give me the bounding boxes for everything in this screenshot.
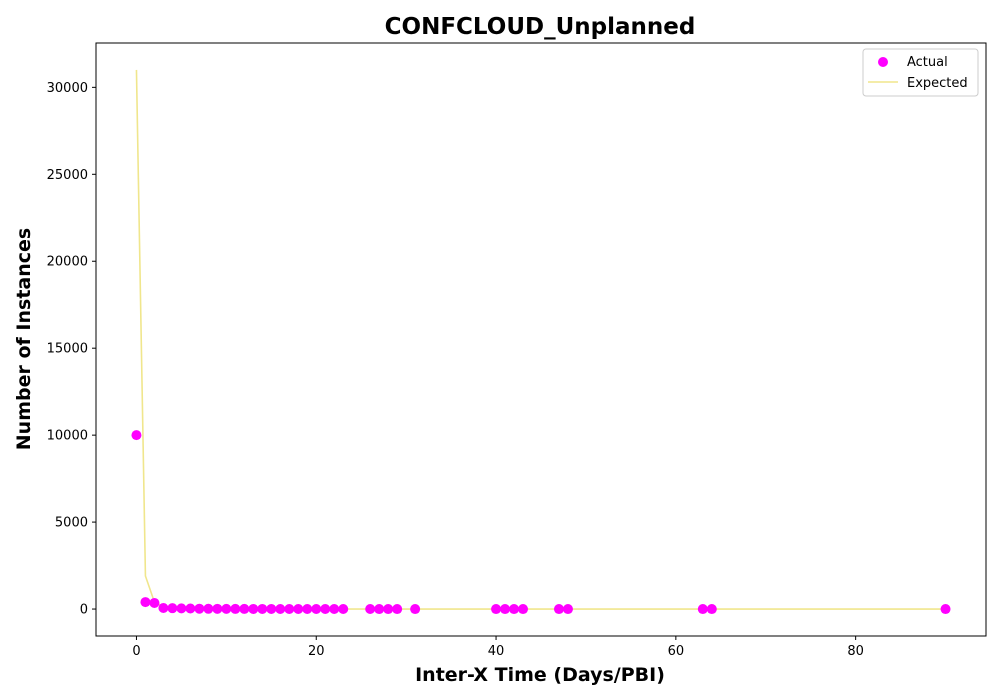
- y-tick-label: 0: [80, 603, 88, 618]
- actual-point: [500, 604, 511, 615]
- actual-point: [158, 603, 169, 613]
- actual-point: [203, 603, 214, 614]
- actual-point: [311, 603, 322, 614]
- actual-point: [176, 603, 187, 614]
- x-tick-label: 40: [488, 644, 505, 659]
- y-tick-label: 5000: [55, 516, 88, 531]
- actual-point: [248, 603, 259, 614]
- actual-point: [706, 604, 717, 615]
- legend-box: [862, 48, 979, 97]
- x-tick-label: 20: [308, 644, 325, 659]
- axis-ticks: 0 20 40 60 80 0 5000 10000 15000 20000 25000 30000: [47, 81, 864, 659]
- actual-point: [940, 604, 951, 615]
- actual-point: [257, 603, 268, 614]
- chart-title: CONFCLOUD_Unplanned: [385, 14, 696, 40]
- x-tick-label: 80: [847, 644, 864, 659]
- legend-label-expected: Expected: [907, 76, 968, 91]
- actual-point: [410, 604, 421, 615]
- actual-point: [509, 604, 520, 615]
- actual-point: [562, 604, 573, 615]
- actual-point: [239, 603, 250, 614]
- actual-point: [697, 604, 708, 615]
- y-tick-label: 10000: [47, 429, 88, 444]
- legend: Actual Expected: [862, 48, 979, 97]
- legend-label-actual: Actual: [907, 55, 948, 70]
- actual-point: [518, 604, 529, 615]
- actual-point: [338, 604, 349, 615]
- actual-point: [383, 604, 394, 615]
- actual-point: [392, 604, 403, 615]
- x-axis-label: Inter-X Time (Days/PBI): [415, 664, 665, 686]
- y-tick-label: 20000: [47, 255, 88, 270]
- actual-point: [149, 597, 160, 608]
- actual-point: [131, 430, 142, 441]
- x-tick-label: 0: [132, 644, 140, 659]
- actual-point: [230, 603, 241, 614]
- x-tick-label: 60: [668, 644, 685, 659]
- legend-marker-actual: [878, 57, 888, 67]
- actual-point: [167, 603, 178, 614]
- actual-point: [553, 604, 564, 615]
- axes-frame: [95, 42, 987, 637]
- actual-point: [284, 603, 295, 614]
- actual-point: [212, 603, 223, 614]
- expected-line: [135, 69, 946, 610]
- actual-point: [266, 603, 277, 614]
- y-tick-label: 25000: [47, 168, 88, 183]
- actual-point: [329, 604, 340, 615]
- y-tick-label: 15000: [47, 342, 88, 357]
- actual-point: [293, 603, 304, 614]
- actual-point: [140, 597, 151, 608]
- actual-point: [491, 604, 502, 615]
- actual-point: [302, 603, 313, 614]
- actual-point: [194, 603, 205, 614]
- actual-point: [221, 603, 232, 614]
- y-axis-label: Number of Instances: [13, 228, 35, 450]
- actual-point: [320, 604, 331, 615]
- plot-area: [131, 69, 951, 615]
- y-tick-label: 30000: [47, 81, 88, 96]
- actual-point: [365, 604, 376, 615]
- actual-point: [185, 603, 196, 614]
- actual-point: [374, 604, 385, 615]
- actual-point: [275, 603, 286, 614]
